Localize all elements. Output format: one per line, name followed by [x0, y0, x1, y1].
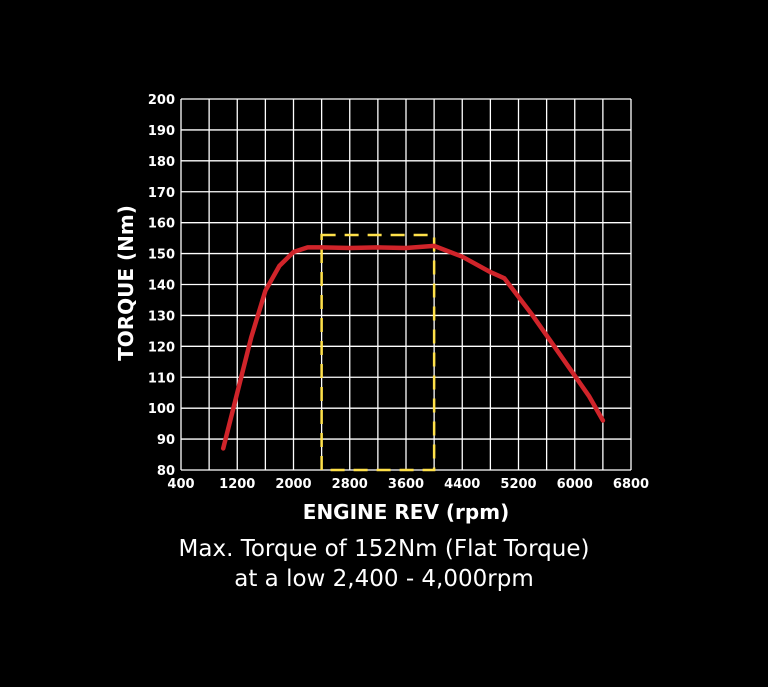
x-tick-label: 3600 [388, 477, 424, 492]
x-tick-label: 2800 [332, 477, 368, 492]
y-tick-label: 130 [148, 309, 175, 324]
y-tick-label: 100 [148, 402, 175, 417]
annotation-line-1: Max. Torque of 152Nm (Flat Torque) [178, 536, 590, 562]
y-tick-label: 160 [148, 217, 175, 232]
annotation-line-2: at a low 2,400 - 4,000rpm [234, 566, 534, 592]
y-tick-label: 90 [157, 433, 175, 448]
y-tick-label: 80 [157, 464, 175, 479]
x-tick-label: 400 [167, 477, 194, 492]
x-tick-labels: 400 1200 2000 2800 3600 4400 5200 6000 6800 [167, 477, 649, 492]
torque-chart: 400 1200 2000 2800 3600 4400 5200 6000 6800 80 90… [114, 93, 649, 524]
series-lines [220, 243, 606, 451]
y-tick-label: 150 [148, 248, 175, 263]
x-tick-label: 1200 [219, 477, 255, 492]
y-tick-labels: 80 90 100 110 120 130 140 150 160 170 180 190 200 [148, 93, 175, 479]
x-axis-title: ENGINE REV (rpm) [303, 500, 509, 524]
x-tick-label: 5200 [500, 477, 536, 492]
x-tick-label: 4400 [444, 477, 480, 492]
y-tick-label: 140 [148, 279, 175, 294]
y-tick-label: 120 [148, 340, 175, 355]
y-tick-label: 170 [148, 186, 175, 201]
grid [180, 98, 632, 471]
y-tick-label: 200 [148, 93, 175, 108]
flat-torque-highlight [320, 233, 436, 472]
x-tick-label: 6000 [557, 477, 593, 492]
y-tick-label: 180 [148, 155, 175, 170]
torque-series-line [220, 243, 606, 451]
y-tick-label: 110 [148, 371, 175, 386]
y-tick-label: 190 [148, 124, 175, 139]
y-axis-title: TORQUE (Nm) [114, 205, 138, 361]
x-tick-label: 6800 [613, 477, 649, 492]
flat-torque-box [320, 233, 436, 472]
x-tick-label: 2000 [275, 477, 311, 492]
